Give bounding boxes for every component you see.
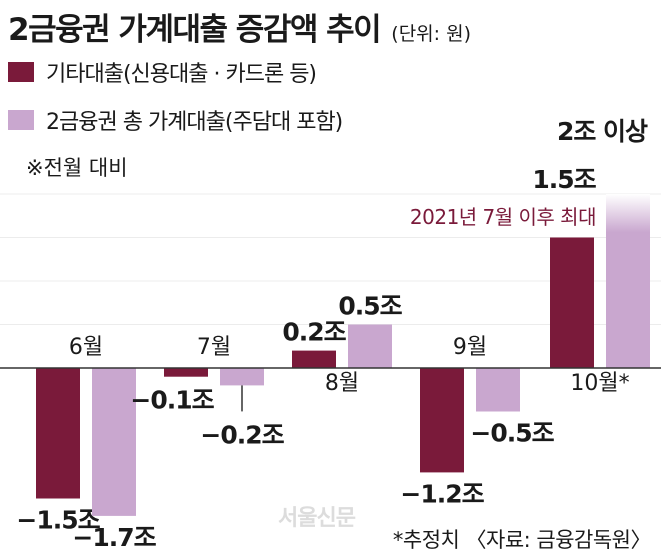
bar-other-2 — [292, 350, 336, 368]
legend-swatch-light — [8, 110, 34, 130]
unit-label: (단위: 원) — [391, 23, 471, 45]
value-label-total-0: −1.7조 — [72, 523, 156, 552]
value-label-other-0: −1.5조 — [16, 506, 100, 535]
bar-total-2 — [348, 324, 392, 368]
category-label-4: 10월* — [570, 371, 629, 396]
source-footer: *추정치 〈자료: 금융감독원〉 — [392, 528, 652, 552]
value-label-total-4: 2조 이상 — [557, 117, 648, 146]
bar-other-4 — [550, 237, 594, 368]
annotation-record-high: 2021년 7월 이후 최대 — [410, 205, 596, 229]
category-label-0: 6월 — [69, 335, 103, 360]
bar-other-1 — [164, 368, 208, 377]
value-label-total-3: −0.5조 — [470, 419, 554, 448]
legend-swatch-dark — [8, 62, 34, 82]
legend-item-other-loans: 기타대출(신용대출 · 카드론 등) — [8, 56, 317, 88]
bar-other-3 — [420, 368, 464, 473]
category-label-2: 8월 — [325, 371, 359, 396]
chart-title: 2금융권 가계대출 증감액 추이 — [8, 12, 382, 48]
bar-total-3 — [476, 368, 520, 412]
category-label-1: 7월 — [197, 335, 231, 360]
title-row: 2금융권 가계대출 증감액 추이 (단위: 원) — [8, 4, 471, 49]
value-label-other-3: −1.2조 — [400, 479, 484, 508]
value-label-total-2: 0.5조 — [338, 292, 402, 321]
bar-total-4 — [606, 194, 650, 368]
legend-label-other-loans: 기타대출(신용대출 · 카드론 등) — [46, 62, 317, 87]
note-text: ※전월 대비 — [26, 156, 128, 180]
watermark: 서울신문 — [278, 506, 356, 531]
legend-label-total-loans: 2금융권 총 가계대출(주담대 포함) — [46, 110, 343, 135]
value-label-other-1: −0.1조 — [130, 386, 214, 415]
value-label-other-4: 1.5조 — [532, 165, 596, 194]
bar-other-0 — [36, 368, 80, 499]
value-label-other-2: 0.2조 — [282, 318, 346, 347]
legend-item-total-loans: 2금융권 총 가계대출(주담대 포함) — [8, 104, 343, 136]
value-label-total-1: −0.2조 — [200, 420, 284, 449]
category-label-3: 9월 — [453, 335, 487, 360]
bar-total-0 — [92, 368, 136, 516]
bar-total-1 — [220, 368, 264, 386]
